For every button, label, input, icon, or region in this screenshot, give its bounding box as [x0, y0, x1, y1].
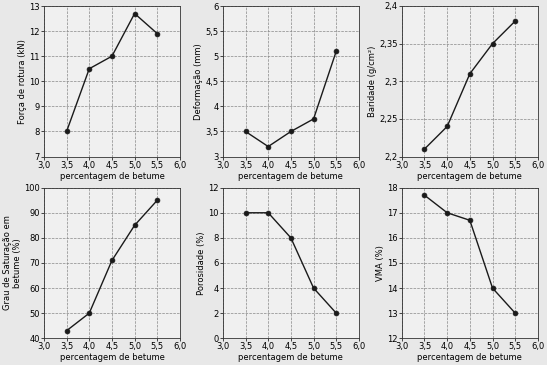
X-axis label: percentagem de betume: percentagem de betume [238, 172, 344, 181]
X-axis label: percentagem de betume: percentagem de betume [60, 172, 165, 181]
Y-axis label: Força de rotura (kN): Força de rotura (kN) [18, 39, 27, 124]
Y-axis label: Baridade (g/cm²): Baridade (g/cm²) [368, 46, 377, 117]
Y-axis label: Grau de Saturação em
betume (%): Grau de Saturação em betume (%) [3, 215, 22, 310]
Y-axis label: Porosidade (%): Porosidade (%) [197, 231, 206, 295]
Y-axis label: Deformação (mm): Deformação (mm) [194, 43, 203, 120]
X-axis label: percentagem de betume: percentagem de betume [417, 172, 522, 181]
X-axis label: percentagem de betume: percentagem de betume [60, 353, 165, 362]
X-axis label: percentagem de betume: percentagem de betume [417, 353, 522, 362]
Y-axis label: VMA (%): VMA (%) [376, 245, 385, 281]
X-axis label: percentagem de betume: percentagem de betume [238, 353, 344, 362]
